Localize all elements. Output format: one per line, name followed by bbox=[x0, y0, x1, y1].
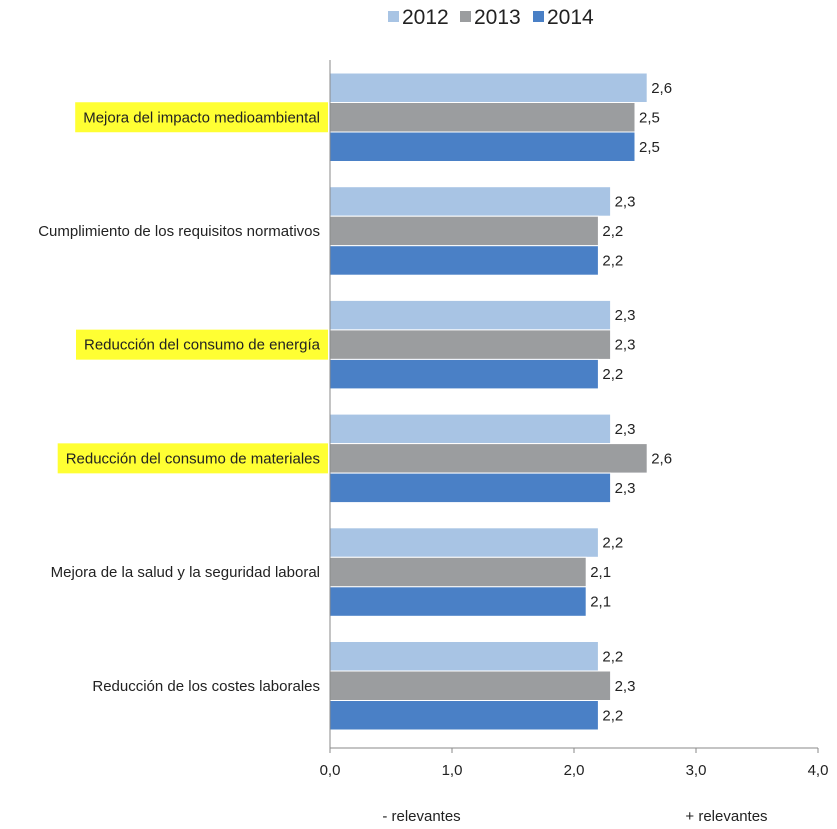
x-tick-label-4: 4,0 bbox=[808, 762, 829, 779]
value-label-2014-reduccion-del-consumo-de-materiales: 2,3 bbox=[615, 480, 636, 497]
category-label-reduccion-del-consumo-de-materiales: Reducción del consumo de materiales bbox=[66, 450, 320, 467]
bars bbox=[329, 72, 648, 731]
legend-swatch-2014 bbox=[533, 11, 544, 22]
value-label-2014-mejora-del-impacto-medioambiental: 2,5 bbox=[639, 139, 660, 156]
value-label-2012-reduccion-del-consumo-de-energia: 2,3 bbox=[615, 307, 636, 324]
bar-2013-mejora-de-la-salud-y-la-seguridad-laboral bbox=[329, 556, 587, 588]
value-label-2014-mejora-de-la-salud-y-la-seguridad-laboral: 2,1 bbox=[590, 594, 611, 611]
category-labels: Mejora del impacto medioambiental Cumplim… bbox=[38, 109, 320, 695]
value-label-2014-reduccion-de-los-costes-laborales: 2,2 bbox=[602, 707, 623, 724]
value-label-2014-cumplimiento-de-los-requisitos-normativos: 2,2 bbox=[602, 252, 623, 269]
value-label-2012-mejora-del-impacto-medioambiental: 2,6 bbox=[651, 80, 672, 97]
bar-2013-reduccion-del-consumo-de-materiales bbox=[329, 443, 648, 474]
bar-2012-mejora-de-la-salud-y-la-seguridad-laboral bbox=[329, 527, 599, 558]
legend: 2012 2013 2014 bbox=[388, 6, 594, 29]
bar-2014-mejora-de-la-salud-y-la-seguridad-laboral bbox=[329, 586, 587, 617]
category-label-reduccion-del-consumo-de-energia: Reducción del consumo de energía bbox=[84, 337, 321, 354]
value-label-2014-reduccion-del-consumo-de-energia: 2,2 bbox=[602, 366, 623, 383]
x-axis: 0,0 1,0 2,0 3,0 4,0 bbox=[320, 60, 829, 779]
bar-2014-cumplimiento-de-los-requisitos-normativos bbox=[329, 245, 599, 276]
value-label-2013-reduccion-del-consumo-de-energia: 2,3 bbox=[615, 337, 636, 354]
value-label-2013-cumplimiento-de-los-requisitos-normativos: 2,2 bbox=[602, 223, 623, 240]
category-highlight-mejora-del-impacto-medioambiental bbox=[75, 102, 328, 133]
category-highlight-reduccion-del-consumo-de-materiales bbox=[57, 443, 328, 474]
value-label-2013-reduccion-de-los-costes-laborales: 2,3 bbox=[615, 678, 636, 695]
bar-2014-reduccion-de-los-costes-laborales bbox=[329, 700, 599, 731]
category-label-mejora-de-la-salud-y-la-seguridad-laboral: Mejora de la salud y la seguridad labora… bbox=[51, 564, 320, 581]
category-highlight-reduccion-del-consumo-de-energia bbox=[76, 329, 328, 360]
x-tick-label-1: 1,0 bbox=[442, 762, 463, 779]
category-label-reduccion-de-los-costes-laborales: Reducción de los costes laborales bbox=[92, 678, 320, 695]
value-label-2013-reduccion-del-consumo-de-materiales: 2,6 bbox=[651, 450, 672, 467]
legend-swatch-2012 bbox=[388, 11, 399, 22]
value-labels: 2,6 2,5 2,5 2,3 2,2 2,2 2,3 2,3 2,2 2,3 2,6 2,3 2,2 2… bbox=[590, 80, 672, 725]
bar-2013-cumplimiento-de-los-requisitos-normativos bbox=[329, 215, 599, 247]
category-label-cumplimiento-de-los-requisitos-normativos: Cumplimiento de los requisitos normativo… bbox=[38, 223, 320, 240]
legend-label-2013: 2013 bbox=[474, 6, 521, 29]
less-relevant-note: - relevantes bbox=[382, 808, 460, 825]
x-tick-label-3: 3,0 bbox=[686, 762, 707, 779]
legend-label-2014: 2014 bbox=[547, 6, 594, 29]
bar-2013-mejora-del-impacto-medioambiental bbox=[329, 102, 636, 133]
bar-2014-reduccion-del-consumo-de-energia bbox=[329, 358, 599, 390]
bar-2014-mejora-del-impacto-medioambiental bbox=[329, 131, 636, 162]
bar-2012-mejora-del-impacto-medioambiental bbox=[329, 72, 648, 103]
bar-2012-reduccion-del-consumo-de-materiales bbox=[329, 413, 612, 445]
bar-2012-cumplimiento-de-los-requisitos-normativos bbox=[329, 186, 612, 217]
value-label-2013-mejora-de-la-salud-y-la-seguridad-laboral: 2,1 bbox=[590, 564, 611, 581]
value-label-2012-reduccion-de-los-costes-laborales: 2,2 bbox=[602, 648, 623, 665]
x-tick-label-0: 0,0 bbox=[320, 762, 341, 779]
more-relevant-note: + relevantes bbox=[685, 808, 767, 825]
value-label-2012-reduccion-del-consumo-de-materiales: 2,3 bbox=[615, 421, 636, 438]
legend-label-2012: 2012 bbox=[402, 6, 449, 29]
bar-2013-reduccion-del-consumo-de-energia bbox=[329, 329, 612, 360]
bar-2013-reduccion-de-los-costes-laborales bbox=[329, 670, 612, 701]
value-label-2012-cumplimiento-de-los-requisitos-normativos: 2,3 bbox=[615, 193, 636, 210]
category-highlights bbox=[57, 102, 328, 474]
x-tick-label-2: 2,0 bbox=[564, 762, 585, 779]
bar-2012-reduccion-de-los-costes-laborales bbox=[329, 641, 599, 672]
value-label-2012-mejora-de-la-salud-y-la-seguridad-laboral: 2,2 bbox=[602, 535, 623, 552]
relevance-notes: - relevantes + relevantes bbox=[382, 808, 767, 825]
category-label-mejora-del-impacto-medioambiental: Mejora del impacto medioambiental bbox=[83, 109, 320, 126]
bar-2014-reduccion-del-consumo-de-materiales bbox=[329, 472, 612, 504]
legend-swatch-2013 bbox=[460, 11, 471, 22]
value-label-2013-mejora-del-impacto-medioambiental: 2,5 bbox=[639, 109, 660, 126]
bar-2012-reduccion-del-consumo-de-energia bbox=[329, 299, 612, 331]
